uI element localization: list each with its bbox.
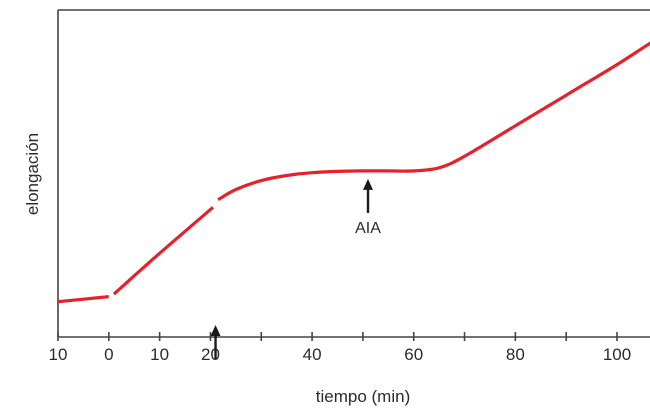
series-line xyxy=(217,41,650,202)
x-axis-tick-labels: 10 0 10 20 40 60 80 100 xyxy=(49,345,632,364)
annotation-arrow: AIA xyxy=(355,178,381,237)
x-tick-label: 10 xyxy=(49,345,68,364)
x-tick-label: 60 xyxy=(404,345,423,364)
series-line xyxy=(57,295,109,304)
series-line xyxy=(112,206,215,296)
x-tick-label: 0 xyxy=(104,345,113,364)
x-tick-label: 40 xyxy=(303,345,322,364)
annotation-layer: AIA xyxy=(210,178,381,359)
series-layer xyxy=(57,41,650,304)
x-tick-label: 80 xyxy=(506,345,525,364)
x-axis-ticks xyxy=(57,332,618,341)
y-axis-label: elongación xyxy=(23,133,42,215)
x-tick-label: 20 xyxy=(201,345,220,364)
annotation-label: AIA xyxy=(355,220,381,237)
arrow-head xyxy=(362,178,373,190)
annotation-arrow xyxy=(210,325,221,359)
plot-frame xyxy=(57,9,650,338)
x-axis-label: tiempo (min) xyxy=(316,387,410,406)
arrow-head xyxy=(210,325,221,336)
x-tick-label: 10 xyxy=(150,345,169,364)
x-tick-label: 100 xyxy=(603,345,631,364)
